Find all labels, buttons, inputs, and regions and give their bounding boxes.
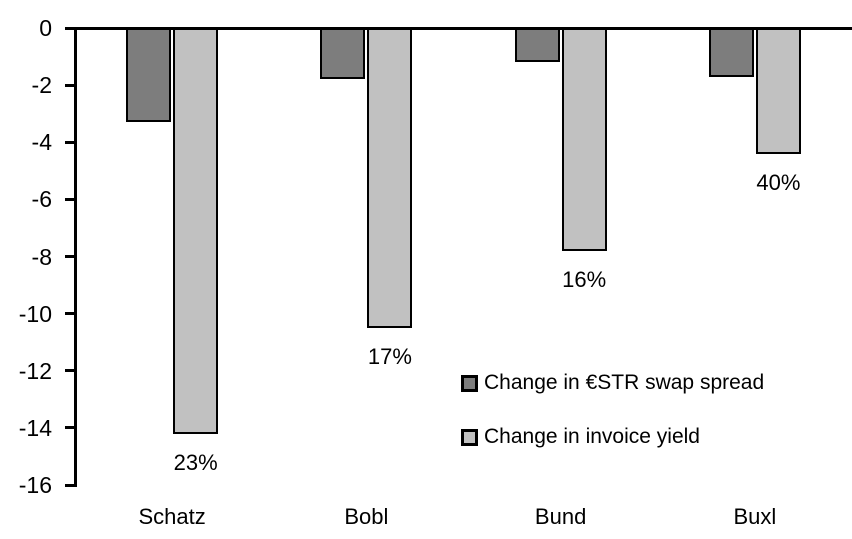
y-tick-label--16: -16 (18, 472, 52, 498)
bar-change-in-invoice-yield-bund (561, 28, 607, 251)
x-category-label-bund: Bund (534, 504, 587, 529)
x-category-label-schatz: Schatz (138, 504, 206, 529)
y-tick-mark (65, 197, 75, 201)
y-tick-label--12: -12 (18, 357, 52, 384)
bar-change-in-str-swap-spread-bobl (320, 28, 366, 80)
y-tick-mark (65, 140, 75, 144)
bar-change-in-invoice-yield-buxl (755, 28, 801, 154)
bar-change-in-str-swap-spread-buxl (708, 28, 754, 77)
zero-axis-line (65, 26, 852, 30)
legend-swatch-change-in-invoice-yield (461, 428, 478, 446)
y-tick-mark (65, 83, 75, 87)
x-category-label-buxl: Buxl (733, 504, 777, 529)
y-tick-mark (65, 312, 75, 316)
legend-item-change-in-str-swap-spread: Change in €STR swap spread (461, 371, 764, 395)
bar-value-label-bobl: 17% (367, 343, 412, 369)
bar-change-in-invoice-yield-bobl (367, 28, 413, 328)
y-tick-label-0: 0 (39, 15, 52, 41)
bar-value-label-bund: 16% (562, 266, 607, 292)
bar-change-in-str-swap-spread-schatz (126, 28, 172, 123)
bar-change-in-str-swap-spread-bund (514, 28, 560, 63)
bar-change-in-invoice-yield-schatz (173, 28, 219, 434)
y-tick-mark (65, 369, 75, 373)
legend-label: Change in invoice yield (484, 425, 700, 448)
y-tick-mark (65, 426, 75, 430)
y-tick-mark (65, 255, 75, 258)
y-tick-label--6: -6 (31, 186, 52, 213)
legend-item-change-in-invoice-yield: Change in invoice yield (461, 425, 764, 449)
bar-value-label-buxl: 40% (756, 169, 801, 195)
y-tick-label--14: -14 (18, 414, 52, 441)
y-tick-label--10: -10 (18, 300, 52, 327)
y-axis-line (73, 26, 77, 487)
legend-label: Change in €STR swap spread (484, 371, 765, 394)
y-tick-label--8: -8 (31, 243, 52, 270)
legend: Change in €STR swap spread Change in invo… (461, 371, 764, 449)
y-tick-label--4: -4 (31, 129, 52, 156)
legend-swatch-change-in-str-swap-spread (461, 374, 478, 392)
x-category-label-bobl: Bobl (344, 504, 389, 529)
bar-value-label-schatz: 23% (173, 449, 218, 475)
y-tick-mark (65, 483, 75, 487)
y-tick-label--2: -2 (31, 72, 52, 99)
